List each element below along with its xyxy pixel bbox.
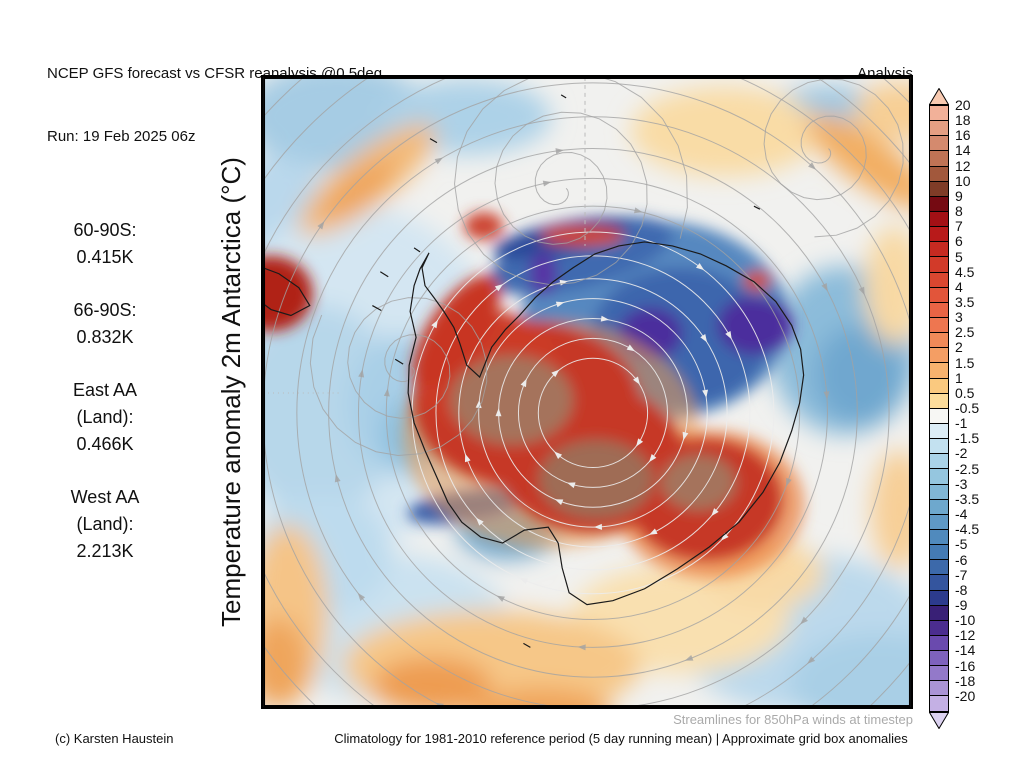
island-outlines [372, 94, 761, 648]
map-axis-title: Temperature anomaly 2m Antarctica (°C) [216, 157, 246, 627]
continent-anomaly-field [263, 212, 805, 579]
stat-label: (Land): [76, 407, 134, 427]
map-border [263, 77, 911, 707]
run-timestamp: Run: 19 Feb 2025 06z [47, 128, 196, 145]
climatology-note: Climatology for 1981-2010 reference peri… [334, 731, 908, 746]
colorbar-arrow-down-icon [929, 711, 949, 729]
map-canvas [263, 77, 911, 707]
stat-label: (Land): [76, 514, 134, 534]
stat-label: 60-90S: [73, 220, 137, 240]
stat-west-aa: West AA (Land): 2.213K [38, 484, 172, 565]
stat-value: 0.415K [76, 247, 134, 267]
stat-60-90s: 60-90S: 0.415K [38, 217, 172, 271]
colorbar-segments [929, 105, 949, 712]
streamline-note: Streamlines for 850hPa winds at timestep [673, 712, 913, 727]
streamlines-layer [263, 77, 911, 707]
stat-value: 0.832K [76, 327, 134, 347]
stat-value: 0.466K [76, 434, 134, 454]
antarctica-coastline [263, 94, 805, 648]
stat-label: 66-90S: [73, 300, 137, 320]
copyright-credit: (c) Karsten Haustein [55, 731, 174, 746]
colorbar-arrow-up-icon [929, 88, 949, 105]
anomaly-stats: 60-90S: 0.415K 66-90S: 0.832K East AA (L… [38, 217, 172, 565]
stat-east-aa: East AA (Land): 0.466K [38, 377, 172, 458]
stat-label: West AA [70, 487, 140, 507]
stat-66-90s: 66-90S: 0.832K [38, 297, 172, 351]
south-america-coastline [263, 267, 311, 317]
stat-value: 2.213K [76, 541, 134, 561]
stat-label: East AA [72, 380, 138, 400]
antarctica-anomaly-map [261, 75, 913, 709]
colorbar: 20 18 16 14 12 10 9 8 7 6 5 4.5 4 3.5 3 2.5 2 1.5 1 0.5 -0.5… [929, 88, 1001, 729]
